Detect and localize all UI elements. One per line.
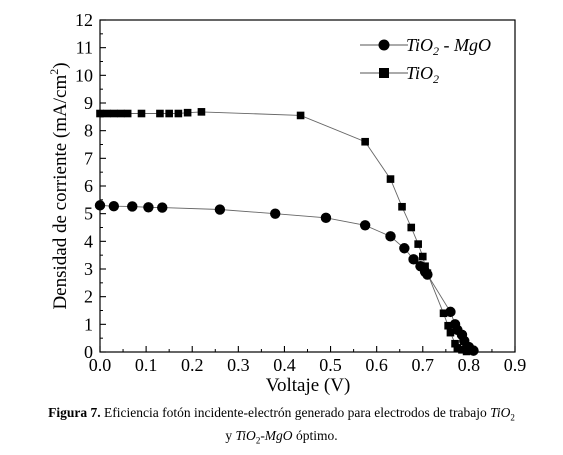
legend-item-tio2: TiO2 bbox=[360, 63, 439, 86]
x-axis-title: Voltaje (V) bbox=[266, 375, 351, 396]
caption-line-2: y TiO2-MgO óptimo. bbox=[0, 427, 563, 450]
x-tick-label: 0.2 bbox=[181, 355, 204, 375]
y-tick-label: 1 bbox=[84, 314, 93, 334]
data-point-square bbox=[458, 345, 466, 354]
data-point-square bbox=[439, 309, 448, 318]
data-point-square bbox=[174, 109, 183, 118]
caption-tio2-sub: 2 bbox=[510, 412, 515, 423]
data-point-square bbox=[110, 109, 118, 118]
legend-item-tio2-mgo: TiO2 - MgO bbox=[360, 35, 491, 58]
data-point-square bbox=[296, 111, 305, 120]
data-point-square bbox=[444, 321, 452, 330]
y-tick-label: 9 bbox=[84, 93, 93, 113]
data-point-circle bbox=[399, 243, 410, 254]
data-point-circle bbox=[320, 212, 332, 224]
x-tick-label: 0.4 bbox=[273, 355, 296, 375]
data-point-circle bbox=[468, 345, 479, 356]
data-point-square bbox=[361, 137, 369, 146]
y-tick-label: 11 bbox=[76, 38, 93, 58]
data-point-circle bbox=[445, 306, 456, 318]
data-point-square bbox=[418, 252, 427, 261]
caption-tio2: TiO bbox=[490, 405, 511, 420]
x-tick-label: 0.3 bbox=[227, 355, 250, 375]
data-point-circle bbox=[385, 231, 396, 242]
x-axis-ticks: 0.0 0.1 0.2 0.3 0.4 0.5 0.6 0.7 0.8 0.9 bbox=[89, 346, 527, 375]
y-tick-label: 2 bbox=[84, 287, 93, 307]
y-tick-label: 5 bbox=[84, 204, 93, 224]
figure-label: Figura 7. bbox=[48, 405, 101, 420]
legend: TiO2 - MgO TiO2 bbox=[360, 35, 491, 86]
data-point-square bbox=[414, 240, 422, 248]
plot-markers bbox=[94, 108, 479, 356]
caption-text: Eficiencia fotón incidente-electrón gene… bbox=[100, 405, 491, 420]
series-line-1 bbox=[100, 111, 467, 352]
caption-tio2-b: TiO bbox=[235, 427, 256, 443]
data-point-square bbox=[156, 109, 164, 118]
data-point-square bbox=[116, 109, 125, 118]
x-tick-label: 0.5 bbox=[319, 355, 342, 375]
data-point-square bbox=[165, 109, 173, 118]
y-axis-title: Densidad de corriente (mA/cm2) bbox=[47, 62, 71, 309]
y-tick-label: 8 bbox=[84, 121, 93, 141]
x-tick-label: 0.0 bbox=[89, 355, 112, 375]
y-tick-label: 6 bbox=[84, 176, 93, 196]
y-tick-label: 4 bbox=[84, 231, 93, 251]
x-tick-label: 0.9 bbox=[504, 355, 527, 375]
data-point-circle bbox=[108, 200, 120, 212]
series-line-0 bbox=[99, 204, 474, 351]
data-point-circle bbox=[143, 202, 154, 213]
data-point-square bbox=[386, 175, 395, 183]
data-point-square bbox=[197, 108, 206, 116]
caption-line-1: Figura 7. Eficiencia fotón incidente-ele… bbox=[0, 404, 563, 427]
data-point-square bbox=[183, 108, 192, 117]
iv-curve-chart: 0.0 0.1 0.2 0.3 0.4 0.5 0.6 0.7 0.8 0.9 012345678… bbox=[47, 10, 527, 396]
data-point-square bbox=[446, 328, 455, 337]
data-point-square bbox=[423, 269, 432, 277]
legend-label-tio2: TiO2 bbox=[406, 63, 439, 86]
y-tick-label: 0 bbox=[84, 342, 93, 362]
x-tick-label: 0.1 bbox=[135, 355, 158, 375]
y-tick-label: 12 bbox=[75, 10, 93, 30]
data-point-square bbox=[123, 109, 132, 118]
data-point-circle bbox=[408, 254, 419, 265]
x-tick-label: 0.7 bbox=[412, 355, 435, 375]
data-point-circle bbox=[127, 201, 138, 212]
x-tick-label: 0.8 bbox=[458, 355, 481, 375]
data-point-circle bbox=[157, 202, 168, 213]
legend-circle-marker-icon bbox=[378, 39, 390, 51]
caption-y: y bbox=[225, 427, 236, 443]
legend-square-marker-icon bbox=[379, 68, 389, 78]
y-tick-label: 3 bbox=[84, 259, 93, 279]
plot-lines bbox=[99, 111, 474, 352]
caption-mgo: -MgO bbox=[260, 427, 293, 443]
data-point-square bbox=[103, 109, 111, 118]
data-point-square bbox=[398, 202, 406, 211]
caption-tio2-b-sub: 2 bbox=[255, 435, 261, 446]
data-point-circle bbox=[214, 204, 226, 215]
caption-end: óptimo. bbox=[292, 427, 338, 443]
data-point-circle bbox=[270, 208, 281, 219]
x-tick-label: 0.6 bbox=[365, 355, 388, 375]
legend-label-tio2-mgo: TiO2 - MgO bbox=[406, 35, 491, 58]
y-tick-label: 10 bbox=[75, 65, 93, 85]
data-point-square bbox=[407, 223, 416, 232]
data-point-square bbox=[137, 109, 146, 118]
plot-frame bbox=[99, 19, 516, 353]
data-point-circle bbox=[359, 220, 371, 231]
data-point-square bbox=[421, 262, 429, 271]
figure-caption: Figura 7. Eficiencia fotón incidente-ele… bbox=[0, 404, 563, 449]
data-point-square bbox=[451, 339, 459, 348]
data-point-square bbox=[453, 344, 462, 352]
y-tick-label: 7 bbox=[84, 148, 93, 168]
